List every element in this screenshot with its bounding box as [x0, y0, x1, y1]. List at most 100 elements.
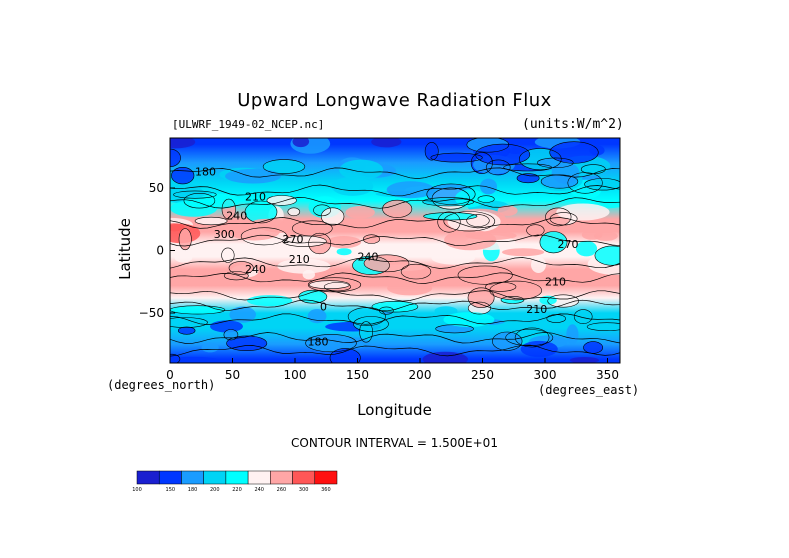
contour-line: [466, 138, 510, 153]
file-label: [ULWRF_1949-02_NCEP.nc]: [172, 118, 325, 131]
colorbar-tick-label: 300: [299, 487, 309, 493]
contour-line: [194, 216, 228, 226]
contour-line: [424, 142, 439, 161]
contour-line: [308, 280, 350, 290]
colorbar-tick-label: 100: [132, 487, 142, 493]
flux-patch: [263, 159, 305, 174]
contour-line: [573, 309, 593, 324]
contour-interval-label: CONTOUR INTERVAL = 1.500E+01: [291, 436, 498, 450]
contour-line: [470, 152, 493, 174]
x-axis-title: Longitude: [357, 401, 432, 419]
flux-patch: [210, 320, 243, 333]
flux-patch: [454, 266, 470, 277]
flux-patch: [170, 317, 208, 328]
contour-line: [266, 195, 297, 206]
flux-patch: [422, 351, 468, 363]
contour-line: [549, 141, 599, 164]
contour-line: [323, 282, 352, 292]
x-tick-label: 100: [284, 368, 307, 382]
colorbar-tick-label: 180: [188, 487, 198, 493]
contour-label: 300: [214, 228, 235, 241]
flux-patch: [179, 228, 192, 250]
contour-label: 270: [283, 233, 304, 246]
flux-patch: [174, 251, 193, 263]
flux-patch: [321, 207, 344, 226]
contour-label: 180: [195, 166, 216, 179]
flux-patch: [277, 258, 331, 274]
flux-patch: [386, 181, 435, 199]
contour-line: [170, 313, 620, 325]
flux-patch: [302, 269, 315, 280]
contour-label: 240: [226, 209, 247, 222]
contour-line: [516, 173, 540, 184]
contour-line: [221, 247, 235, 263]
y-axis: 50 0 −50: [139, 181, 175, 320]
colorbar: 100 150 180 200 220 240 260 300 360: [132, 470, 338, 493]
contour-line: [430, 152, 483, 163]
colorbar-tick-label: 360: [321, 487, 331, 493]
flux-patch: [364, 254, 409, 272]
contour-line: [584, 178, 620, 191]
contour-line: [485, 281, 517, 292]
colorbar-swatch: [247, 470, 271, 485]
contour-line: [466, 214, 490, 227]
colorbar-swatch: [136, 470, 160, 485]
contour-line: [170, 353, 181, 363]
contour-label: 0: [320, 301, 327, 314]
contour-line: [244, 200, 278, 224]
colorbar-swatch: [225, 470, 249, 485]
contour-line: [363, 254, 410, 273]
flux-patch: [201, 342, 219, 353]
contour-label: 240: [358, 251, 379, 264]
contour-line: [170, 148, 181, 167]
contour-line: [526, 224, 545, 237]
flux-patch: [382, 200, 412, 218]
x-tick-label: 300: [534, 368, 557, 382]
flux-patch: [574, 309, 593, 324]
y-tick-label: 0: [156, 244, 164, 258]
contour-line: [223, 271, 249, 281]
flux-patch: [430, 153, 483, 163]
contour-line: [514, 327, 550, 348]
flux-patch: [458, 265, 513, 285]
flux-patch: [287, 207, 300, 216]
contour-line: [178, 326, 196, 335]
contour-line: [353, 316, 389, 332]
flux-patch: [549, 141, 599, 164]
flux-patch: [292, 138, 310, 148]
contour-line: [362, 234, 380, 244]
contour-label: 210: [245, 191, 266, 204]
contour-label: 180: [308, 336, 329, 349]
contour-line: [228, 261, 254, 275]
contour-line: [426, 183, 476, 205]
flux-patch: [371, 301, 418, 313]
contour-line: [287, 207, 301, 217]
contour-line: [435, 324, 474, 334]
contour-line: [359, 321, 373, 343]
colorbar-swatch: [203, 470, 227, 485]
flux-patches: [170, 138, 620, 363]
flux-patch: [195, 217, 228, 225]
flux-patch: [170, 138, 196, 149]
contour-line: [586, 322, 620, 331]
contour-line: [485, 159, 511, 176]
plot-area: 180 210 240 300 270 240 210 240 270 210 0 210 180: [170, 138, 620, 363]
flux-patch: [221, 247, 235, 263]
contour-line: [170, 344, 620, 357]
contour-line: [282, 235, 327, 247]
contour-line: [371, 301, 419, 313]
contour-line: [518, 148, 562, 171]
flux-patch: [587, 322, 620, 331]
contour-line: [400, 263, 432, 280]
y-tick-label: −50: [139, 306, 164, 320]
x-tick-label: 150: [346, 368, 369, 382]
contour-line: [443, 211, 496, 232]
contour-line: [170, 317, 208, 328]
contour-line: [320, 207, 345, 226]
contour-line: [545, 207, 572, 227]
flux-patch: [475, 144, 530, 165]
contour-line: [307, 277, 362, 293]
flux-patch: [266, 195, 297, 206]
contour-line: [170, 197, 620, 209]
